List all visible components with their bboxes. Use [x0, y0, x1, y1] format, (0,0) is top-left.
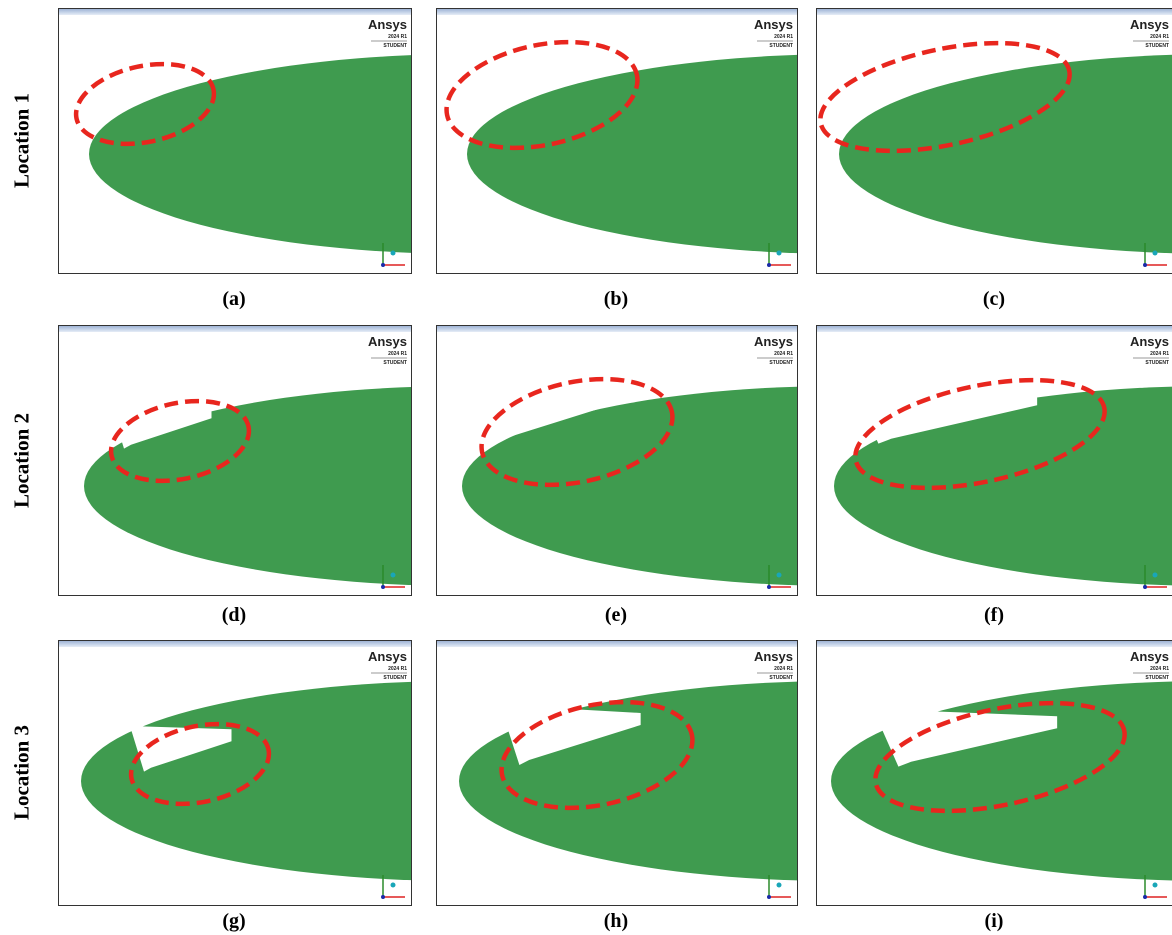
panel-view: Ansys 2024 R1 STUDENT: [437, 326, 797, 595]
axis-z: [767, 895, 771, 899]
edition: STUDENT: [1145, 43, 1169, 49]
logo: Ansys: [368, 334, 407, 349]
title-bar: [437, 326, 797, 332]
panel-view: Ansys 2024 R1 STUDENT: [817, 9, 1172, 273]
axis-z: [381, 263, 385, 267]
panel-view: Ansys 2024 R1 STUDENT: [59, 641, 411, 905]
caption: (a): [194, 288, 274, 311]
caption: (i): [954, 910, 1034, 933]
panel-view: Ansys 2024 R1 STUDENT: [817, 326, 1172, 595]
edition: STUDENT: [383, 675, 407, 681]
edition: STUDENT: [1145, 675, 1169, 681]
version: 2024 R1: [1150, 666, 1169, 672]
triad-ball: [391, 251, 396, 256]
triad-ball: [391, 573, 396, 578]
version: 2024 R1: [388, 666, 407, 672]
axis-z: [1143, 895, 1147, 899]
caption: (d): [194, 604, 274, 627]
triad-ball: [1153, 573, 1158, 578]
edition: STUDENT: [769, 675, 793, 681]
logo: Ansys: [1130, 17, 1169, 32]
edition: STUDENT: [769, 43, 793, 49]
edition: STUDENT: [769, 360, 793, 366]
axis-z: [1143, 585, 1147, 589]
row-label: Location 3: [10, 673, 35, 873]
logo: Ansys: [368, 649, 407, 664]
triad-ball: [391, 883, 396, 888]
panel: Ansys 2024 R1 STUDENT: [816, 640, 1172, 906]
panel-view: Ansys 2024 R1 STUDENT: [59, 326, 411, 595]
title-bar: [437, 9, 797, 15]
panel-view: Ansys 2024 R1 STUDENT: [437, 641, 797, 905]
panel: Ansys 2024 R1 STUDENT: [436, 640, 798, 906]
caption: (f): [954, 604, 1034, 627]
logo: Ansys: [1130, 649, 1169, 664]
title-bar: [817, 641, 1172, 647]
title-bar: [59, 641, 411, 647]
triad-ball: [777, 883, 782, 888]
caption: (b): [576, 288, 656, 311]
title-bar: [59, 326, 411, 332]
logo: Ansys: [754, 17, 793, 32]
edition: STUDENT: [383, 360, 407, 366]
panel: Ansys 2024 R1 STUDENT: [436, 8, 798, 274]
panel-view: Ansys 2024 R1 STUDENT: [817, 641, 1172, 905]
triad-ball: [777, 573, 782, 578]
logo: Ansys: [754, 649, 793, 664]
panel-view: Ansys 2024 R1 STUDENT: [59, 9, 411, 273]
triad-ball: [1153, 883, 1158, 888]
caption: (h): [576, 910, 656, 933]
logo: Ansys: [368, 17, 407, 32]
axis-z: [767, 263, 771, 267]
panel: Ansys 2024 R1 STUDENT: [58, 325, 412, 596]
panel: Ansys 2024 R1 STUDENT: [816, 8, 1172, 274]
row-label: Location 1: [10, 41, 35, 241]
version: 2024 R1: [388, 34, 407, 40]
caption: (g): [194, 910, 274, 933]
panel: Ansys 2024 R1 STUDENT: [436, 325, 798, 596]
version: 2024 R1: [774, 34, 793, 40]
version: 2024 R1: [1150, 351, 1169, 357]
edition: STUDENT: [383, 43, 407, 49]
version: 2024 R1: [1150, 34, 1169, 40]
panel: Ansys 2024 R1 STUDENT: [58, 640, 412, 906]
triad-ball: [777, 251, 782, 256]
version: 2024 R1: [774, 666, 793, 672]
title-bar: [437, 641, 797, 647]
logo: Ansys: [1130, 334, 1169, 349]
triad-ball: [1153, 251, 1158, 256]
panel: Ansys 2024 R1 STUDENT: [58, 8, 412, 274]
axis-z: [381, 895, 385, 899]
panel-view: Ansys 2024 R1 STUDENT: [437, 9, 797, 273]
figure: Location 1 Ansys 2024 R1 STUDENT (a) Ansys 202…: [0, 0, 1172, 935]
logo: Ansys: [754, 334, 793, 349]
row-label: Location 2: [10, 360, 35, 560]
caption: (c): [954, 288, 1034, 311]
title-bar: [59, 9, 411, 15]
axis-z: [1143, 263, 1147, 267]
edition: STUDENT: [1145, 360, 1169, 366]
panel: Ansys 2024 R1 STUDENT: [816, 325, 1172, 596]
title-bar: [817, 9, 1172, 15]
title-bar: [817, 326, 1172, 332]
version: 2024 R1: [388, 351, 407, 357]
caption: (e): [576, 604, 656, 627]
axis-z: [381, 585, 385, 589]
version: 2024 R1: [774, 351, 793, 357]
axis-z: [767, 585, 771, 589]
